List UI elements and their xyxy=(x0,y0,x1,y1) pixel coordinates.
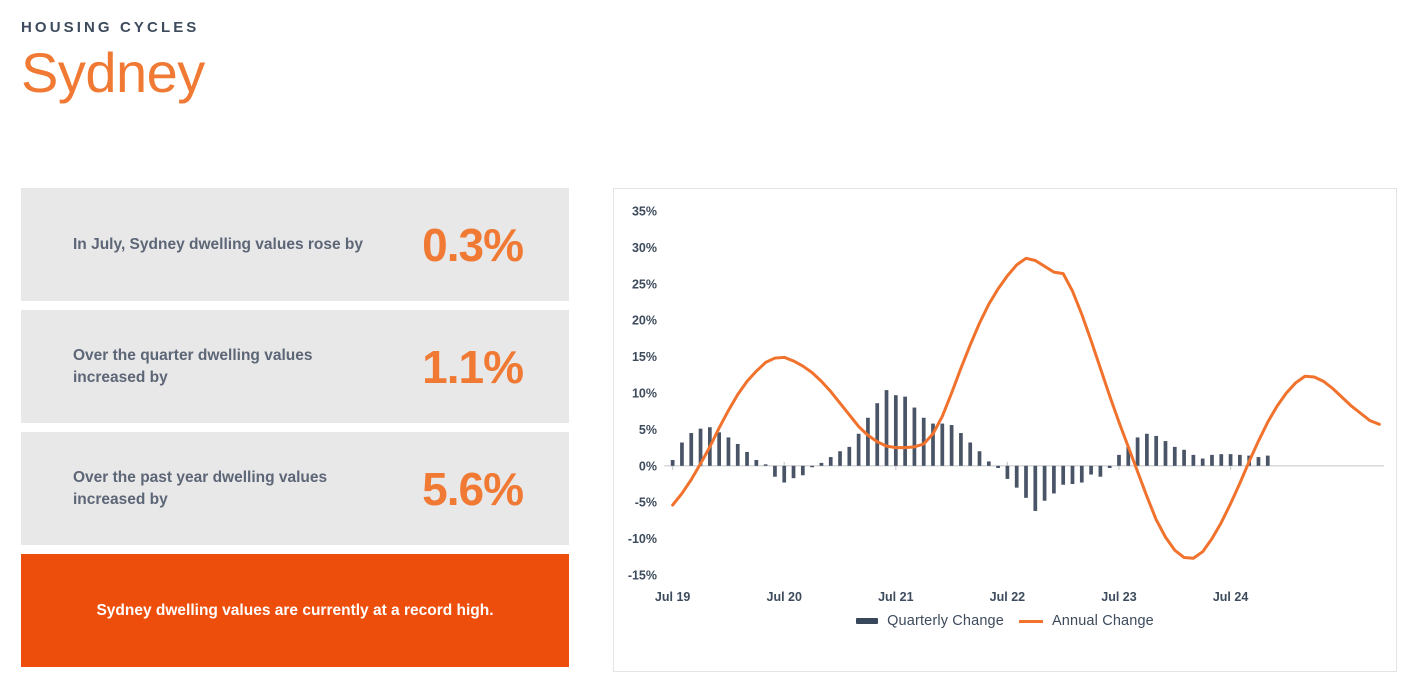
svg-text:15%: 15% xyxy=(632,350,657,364)
svg-text:Jul 21: Jul 21 xyxy=(878,590,913,604)
svg-text:0%: 0% xyxy=(639,459,657,473)
chart-svg: 35% 30% 25% 20% 15% 10% 5% 0% -5% -10% -15% Jul 19 J… xyxy=(628,205,1384,604)
svg-text:30%: 30% xyxy=(632,241,657,255)
svg-text:-10%: -10% xyxy=(628,532,657,546)
stat-value: 0.3% xyxy=(422,218,524,271)
legend-item-annual: Annual Change xyxy=(1018,613,1154,629)
svg-text:Jul 24: Jul 24 xyxy=(1213,590,1248,604)
stat-card-annual: Over the past year dwelling values incre… xyxy=(21,432,569,545)
stat-label: In July, Sydney dwelling values rose by xyxy=(73,235,364,253)
stat-label: Over the past year dwelling values incre… xyxy=(73,468,328,508)
chart-legend: Quarterly Change Annual Change xyxy=(614,613,1396,629)
svg-text:5%: 5% xyxy=(639,423,657,437)
line-swatch-icon xyxy=(1018,619,1043,623)
svg-text:Jul 19: Jul 19 xyxy=(655,590,690,604)
banner-text: Sydney dwelling values are currently at … xyxy=(96,601,494,619)
page-header: HOUSING CYCLES Sydney xyxy=(21,20,205,103)
legend-item-quarterly: Quarterly Change xyxy=(856,613,1004,629)
svg-text:20%: 20% xyxy=(632,314,657,328)
svg-text:-15%: -15% xyxy=(628,569,657,583)
housing-cycles-chart: 35% 30% 25% 20% 15% 10% 5% 0% -5% -10% -15% Jul 19 J… xyxy=(613,188,1397,672)
svg-text:10%: 10% xyxy=(632,387,657,401)
stat-value: 5.6% xyxy=(422,462,524,515)
svg-text:25%: 25% xyxy=(632,277,657,291)
stat-card-monthly: In July, Sydney dwelling values rose by … xyxy=(21,188,569,301)
record-high-banner: Sydney dwelling values are currently at … xyxy=(21,554,569,667)
page-title: Sydney xyxy=(21,41,205,104)
legend-label: Annual Change xyxy=(1051,613,1154,629)
bar-swatch-icon xyxy=(856,618,879,624)
svg-text:-5%: -5% xyxy=(635,496,657,510)
plot-area: 35% 30% 25% 20% 15% 10% 5% 0% -5% -10% -15% Jul 19 J… xyxy=(614,189,1396,619)
svg-text:Jul 23: Jul 23 xyxy=(1101,590,1136,604)
stats-panel: In July, Sydney dwelling values rose by … xyxy=(21,188,569,667)
svg-text:35%: 35% xyxy=(632,205,657,219)
stat-card-quarterly: Over the quarter dwelling values increas… xyxy=(21,310,569,423)
stat-label: Over the quarter dwelling values increas… xyxy=(73,346,313,386)
legend-label: Quarterly Change xyxy=(887,613,1004,629)
svg-text:Jul 20: Jul 20 xyxy=(767,590,802,604)
stat-value: 1.1% xyxy=(422,340,524,393)
svg-text:Jul 22: Jul 22 xyxy=(990,590,1025,604)
eyebrow-label: HOUSING CYCLES xyxy=(21,19,200,36)
